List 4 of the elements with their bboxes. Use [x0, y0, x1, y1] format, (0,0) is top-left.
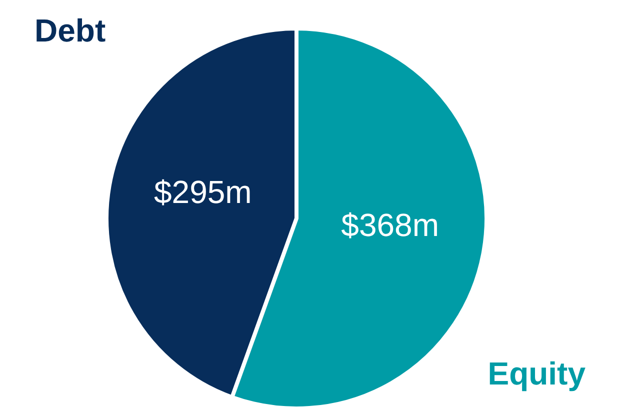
data-label: $295m [154, 174, 252, 210]
slice-label: Equity [488, 356, 586, 392]
data-label: $368m [341, 206, 440, 243]
slice-label: Debt [34, 12, 106, 48]
